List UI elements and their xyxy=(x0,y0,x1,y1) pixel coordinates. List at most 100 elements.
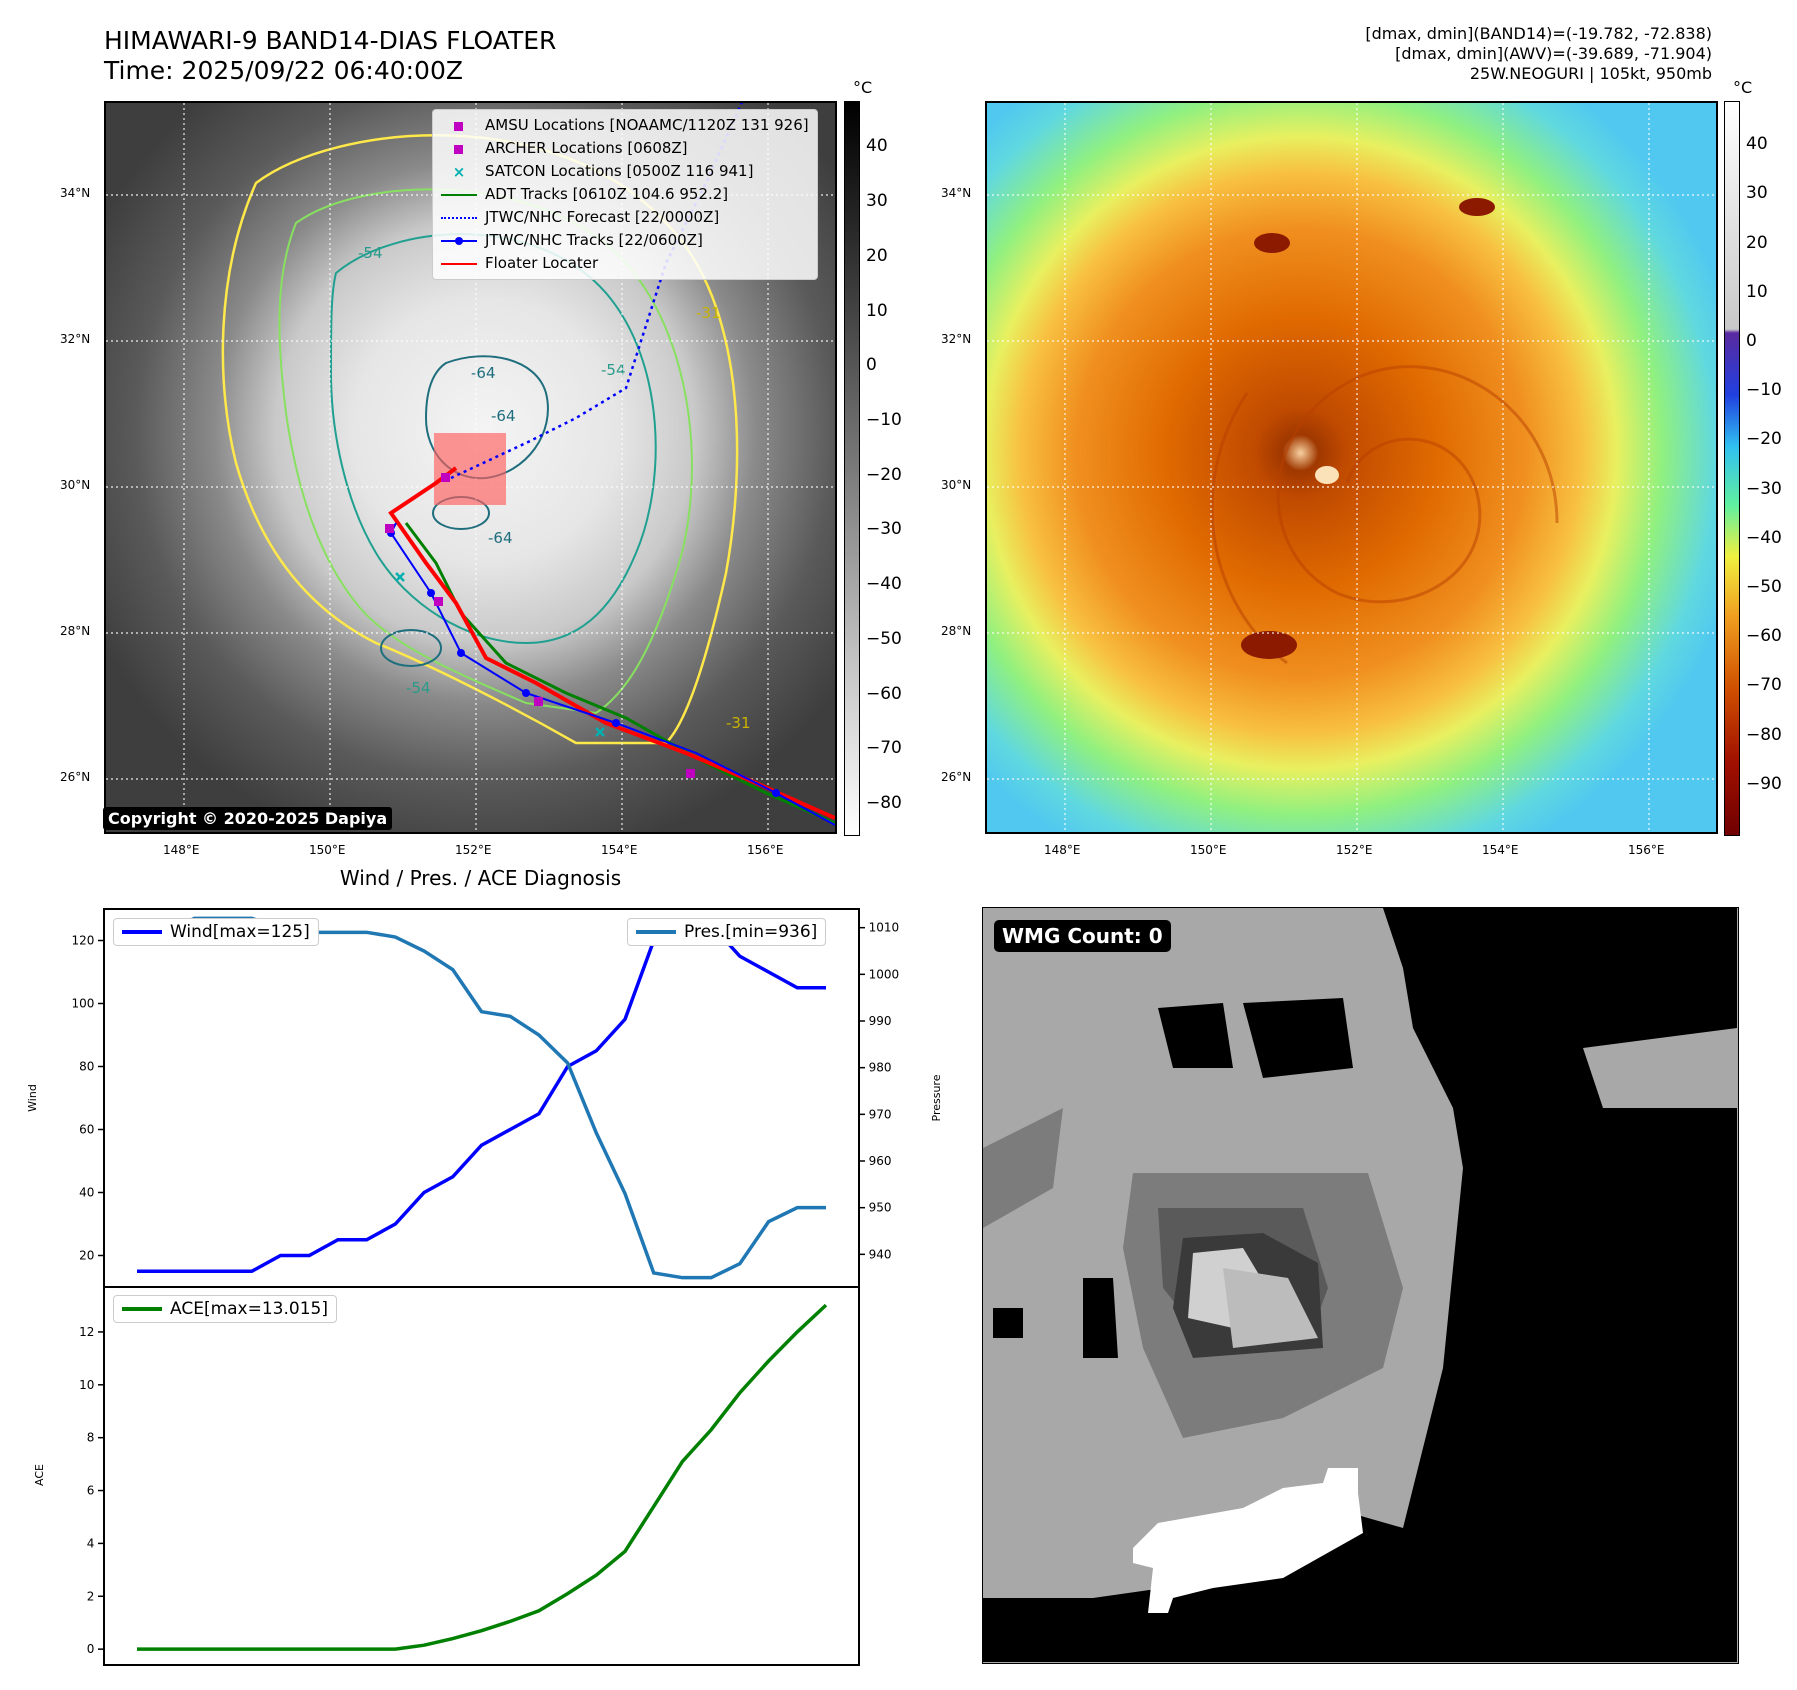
colorbar-tick: 10 xyxy=(866,300,888,321)
grayscale-colorbar xyxy=(844,101,860,836)
title-line-2: Time: 2025/09/22 06:40:00Z xyxy=(104,56,463,85)
axis-tick-label: 10 xyxy=(79,1378,94,1392)
lon-tick: 154°E xyxy=(601,843,638,857)
stats-line-3: 25W.NEOGURI | 105kt, 950mb xyxy=(1469,64,1712,83)
lon-tick: 152°E xyxy=(455,843,492,857)
wmg-count-badge: WMG Count: 0 xyxy=(994,920,1171,952)
enhanced-colorbar xyxy=(1724,101,1740,836)
axis-tick-label: 100 xyxy=(71,997,94,1011)
lon-tick: 152°E xyxy=(1336,843,1373,857)
ace-legend: ACE[max=13.015] xyxy=(113,1295,337,1323)
colorbar-tick: −50 xyxy=(866,628,902,649)
copyright-badge: Copyright © 2020-2025 Dapiya xyxy=(103,807,393,830)
lon-tick: 156°E xyxy=(747,843,784,857)
axis-tick-label: 40 xyxy=(79,1186,94,1200)
lat-tick: 32°N xyxy=(60,332,91,346)
colorbar-tick: −20 xyxy=(1746,429,1782,450)
colorbar-tick: −10 xyxy=(866,410,902,430)
enhanced-ir-map-panel xyxy=(985,101,1718,834)
colorbar-tick: −40 xyxy=(1746,527,1782,548)
lon-tick: 148°E xyxy=(163,843,200,857)
contour-label: -31 xyxy=(726,714,751,732)
pressure-axis-label: Pressure xyxy=(930,1074,943,1121)
colorbar-unit: °C xyxy=(1733,78,1753,97)
ace-frame xyxy=(103,1286,860,1666)
axis-tick-label: 6 xyxy=(87,1484,95,1498)
colorbar-tick: 30 xyxy=(1746,183,1768,204)
axis-tick-label: 960 xyxy=(869,1154,892,1168)
colorbar-tick: −30 xyxy=(866,519,902,540)
legend-item: Floater Locater xyxy=(441,252,809,275)
title-line-1: HIMAWARI-9 BAND14-DIAS FLOATER xyxy=(104,26,557,55)
axis-tick-label: 950 xyxy=(869,1201,892,1215)
colorbar-tick: −50 xyxy=(1746,577,1782,598)
axis-tick-label: 1010 xyxy=(869,921,900,935)
colorbar-tick: 10 xyxy=(1746,281,1768,302)
legend-item: ARCHER Locations [0608Z] xyxy=(441,137,809,160)
legend-item: JTWC/NHC Forecast [22/0000Z] xyxy=(441,206,809,229)
wmg-image xyxy=(983,908,1737,1662)
colorbar-unit: °C xyxy=(853,78,873,97)
lat-tick: 30°N xyxy=(60,478,91,492)
lat-tick: 28°N xyxy=(60,624,91,638)
colorbar-tick: −70 xyxy=(866,738,902,759)
wind-pressure-frame xyxy=(103,908,860,1288)
wind-legend: Wind[max=125] xyxy=(113,918,319,946)
lat-tick: 34°N xyxy=(60,186,91,200)
lat-tick: 28°N xyxy=(941,624,972,638)
legend-item: JTWC/NHC Tracks [22/0600Z] xyxy=(441,229,809,252)
colorbar-tick: −60 xyxy=(866,683,902,704)
pressure-series-line xyxy=(137,916,826,1280)
stats-line-2: [dmax, dmin](AWV)=(-39.689, -71.904) xyxy=(1395,44,1712,63)
colorbar-tick: −40 xyxy=(866,574,902,595)
axis-tick-label: 980 xyxy=(869,1061,892,1075)
axis-tick-label: 2 xyxy=(87,1589,95,1603)
map-legend: AMSU Locations [NOAAMC/1120Z 131 926] AR… xyxy=(432,109,818,280)
contour-label: -31 xyxy=(696,304,721,322)
stats-line-1: [dmax, dmin](BAND14)=(-19.782, -72.838) xyxy=(1365,24,1712,43)
axis-tick-label: 1000 xyxy=(869,967,900,981)
colorbar-tick: −70 xyxy=(1746,675,1782,696)
axis-tick-label: 970 xyxy=(869,1107,892,1121)
contour-label: -54 xyxy=(358,244,383,262)
lon-tick: 150°E xyxy=(309,843,346,857)
lat-tick: 26°N xyxy=(941,770,972,784)
contour-label: -64 xyxy=(488,529,513,547)
pressure-legend: Pres.[min=936] xyxy=(627,918,827,946)
contour-label: -54 xyxy=(601,361,626,379)
lat-tick: 30°N xyxy=(941,478,972,492)
lon-tick: 148°E xyxy=(1044,843,1081,857)
axis-tick-label: 60 xyxy=(79,1123,94,1137)
wind-axis-label: Wind xyxy=(26,1084,39,1112)
lat-tick: 26°N xyxy=(60,770,91,784)
colorbar-tick: 40 xyxy=(866,136,888,157)
figure-title: HIMAWARI-9 BAND14-DIAS FLOATER Time: 202… xyxy=(104,26,556,86)
axis-tick-label: 0 xyxy=(87,1642,95,1656)
contour-label: -64 xyxy=(491,407,516,425)
axis-tick-label: 8 xyxy=(87,1431,95,1445)
legend-item: AMSU Locations [NOAAMC/1120Z 131 926] xyxy=(441,114,809,137)
colorbar-tick: −80 xyxy=(1746,724,1782,745)
axis-tick-label: 12 xyxy=(79,1325,94,1339)
axis-tick-label: 990 xyxy=(869,1014,892,1028)
colorbar-tick: −60 xyxy=(1746,626,1782,647)
colorbar-tick: −30 xyxy=(1746,478,1782,499)
legend-item: ADT Tracks [0610Z 104.6 952.2] xyxy=(441,183,809,206)
wind-series-line xyxy=(137,923,826,1273)
colorbar-tick: 0 xyxy=(866,355,877,376)
colorbar-tick: −80 xyxy=(866,792,902,813)
lon-tick: 150°E xyxy=(1190,843,1227,857)
colorbar-tick: 20 xyxy=(866,245,888,266)
contour-label: -54 xyxy=(406,679,431,697)
colorbar-tick: 20 xyxy=(1746,232,1768,253)
lat-tick: 34°N xyxy=(941,186,972,200)
ir-map-panel: -54 -64 -64 -64 -54 -31 -54 -31 xyxy=(104,101,837,834)
ace-series-line xyxy=(137,1303,828,1651)
enhanced-ir-map-image xyxy=(987,103,1716,832)
colorbar-tick: 40 xyxy=(1746,134,1768,155)
axis-tick-label: 4 xyxy=(87,1536,95,1550)
axis-tick-label: 20 xyxy=(79,1249,94,1263)
timeseries-title: Wind / Pres. / ACE Diagnosis xyxy=(339,866,622,890)
colorbar-tick: −20 xyxy=(866,464,902,485)
lon-tick: 154°E xyxy=(1482,843,1519,857)
